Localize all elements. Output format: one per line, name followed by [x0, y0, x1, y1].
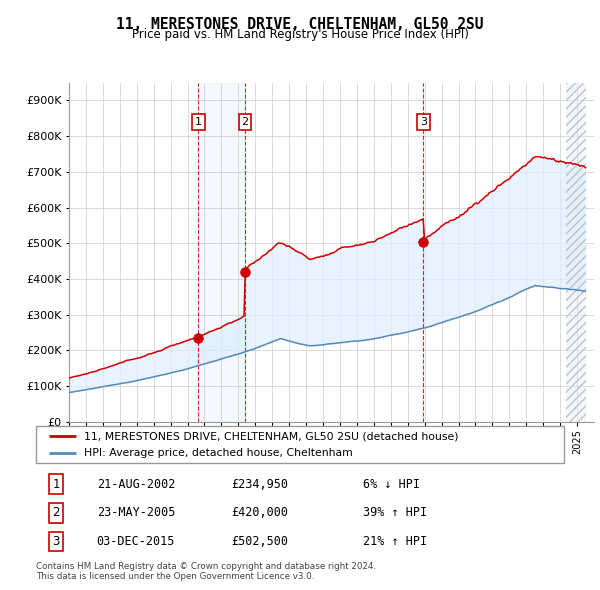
- Text: £234,950: £234,950: [232, 477, 289, 490]
- Text: 21-AUG-2002: 21-AUG-2002: [97, 477, 175, 490]
- Text: 1: 1: [195, 117, 202, 127]
- Text: 23-MAY-2005: 23-MAY-2005: [97, 506, 175, 519]
- FancyBboxPatch shape: [36, 426, 564, 463]
- Text: 21% ↑ HPI: 21% ↑ HPI: [364, 535, 427, 548]
- Text: 39% ↑ HPI: 39% ↑ HPI: [364, 506, 427, 519]
- Text: This data is licensed under the Open Government Licence v3.0.: This data is licensed under the Open Gov…: [36, 572, 314, 581]
- Text: £502,500: £502,500: [232, 535, 289, 548]
- Text: 6% ↓ HPI: 6% ↓ HPI: [364, 477, 421, 490]
- Text: Contains HM Land Registry data © Crown copyright and database right 2024.: Contains HM Land Registry data © Crown c…: [36, 562, 376, 571]
- Text: £420,000: £420,000: [232, 506, 289, 519]
- Text: Price paid vs. HM Land Registry's House Price Index (HPI): Price paid vs. HM Land Registry's House …: [131, 28, 469, 41]
- Text: 2: 2: [241, 117, 248, 127]
- Bar: [199, 83, 245, 422]
- Text: 3: 3: [52, 535, 60, 548]
- Text: 2: 2: [52, 506, 60, 519]
- Text: 11, MERESTONES DRIVE, CHELTENHAM, GL50 2SU (detached house): 11, MERESTONES DRIVE, CHELTENHAM, GL50 2…: [83, 431, 458, 441]
- Text: 3: 3: [420, 117, 427, 127]
- Text: 03-DEC-2015: 03-DEC-2015: [97, 535, 175, 548]
- Text: 1: 1: [52, 477, 60, 490]
- Text: 11, MERESTONES DRIVE, CHELTENHAM, GL50 2SU: 11, MERESTONES DRIVE, CHELTENHAM, GL50 2…: [116, 17, 484, 31]
- Text: HPI: Average price, detached house, Cheltenham: HPI: Average price, detached house, Chel…: [83, 448, 352, 458]
